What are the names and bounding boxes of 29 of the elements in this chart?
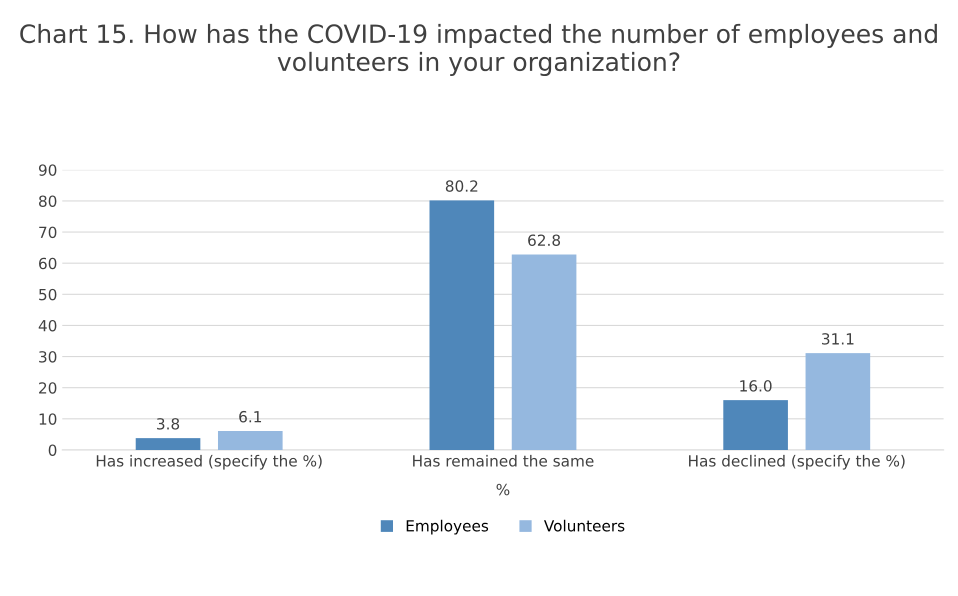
data-label: 31.1 [822,333,854,345]
y-tick-label: 0 [48,444,56,456]
x-tick-label: Has declined (specify the %) [689,454,905,470]
data-label: 16.0 [740,380,772,392]
y-tick-label: 10 [40,413,56,425]
y-tick-label: 80 [39,195,56,208]
y-tick-label: 50 [39,288,56,300]
bar [430,200,494,450]
legend-label: Volunteers [544,520,624,532]
chart-title: Chart 15. How has the COVID-19 impacted the number of employees and volunteers in your organization? [20,24,937,76]
data-label: 3.8 [157,418,180,430]
y-tick-label: 70 [39,226,56,238]
x-tick-label: Has increased (specify the %) [96,454,322,470]
bar [136,438,200,450]
y-tick-label: 40 [38,320,56,332]
data-label: 62.8 [528,234,560,246]
bar [512,254,576,450]
y-tick-label: 20 [39,382,56,394]
data-label: 6.1 [239,410,262,422]
y-tick-label: 90 [38,164,56,176]
bar [218,430,283,450]
data-label: 80.2 [446,180,478,192]
x-tick-label: Has remained the same [413,454,594,467]
y-tick-label: 60 [39,258,56,270]
bar [806,353,870,450]
x-axis-title: % [496,484,510,496]
legend-label: Employees [406,520,488,535]
y-tick-label: 30 [39,351,56,363]
bar [723,400,788,450]
